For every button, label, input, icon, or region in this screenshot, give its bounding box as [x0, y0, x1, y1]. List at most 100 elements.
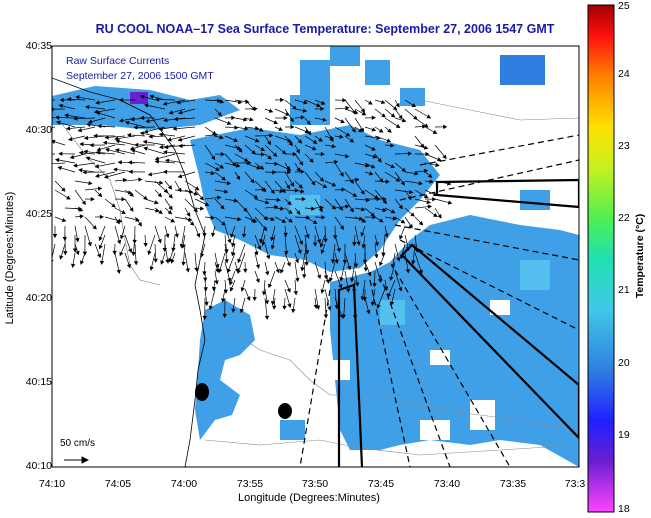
current-vector-head [408, 223, 413, 229]
current-vector-head [302, 274, 307, 279]
current-vector-head [331, 144, 337, 149]
current-vector-head [272, 152, 278, 157]
current-vector-head [211, 286, 217, 292]
current-vector-head [181, 261, 186, 266]
current-vector-head [229, 287, 234, 292]
current-vector-head [341, 187, 346, 192]
current-vector-head [370, 301, 376, 307]
current-vector-head [237, 216, 242, 222]
current-vector-head [194, 267, 199, 272]
current-vector-head [305, 234, 310, 239]
current-vector [414, 252, 423, 274]
current-vector [173, 126, 196, 130]
current-vector-head [256, 165, 261, 170]
current-vector-head [215, 166, 220, 171]
current-vector-head [447, 181, 452, 186]
current-vector-head [316, 239, 322, 244]
current-vector-head [158, 126, 163, 132]
current-vector-head [252, 297, 257, 302]
current-vector-head [177, 110, 183, 115]
current-vector-head [376, 304, 381, 309]
current-vector-head [418, 220, 424, 226]
current-vector-head [283, 115, 288, 121]
current-vector-head [259, 165, 265, 170]
current-vector-head [312, 242, 318, 247]
current-vector [84, 135, 106, 139]
current-vector-head [116, 269, 121, 275]
current-vector-head [320, 106, 325, 111]
current-vector-head [220, 204, 225, 210]
current-vector-head [115, 139, 120, 144]
current-vector-head [160, 260, 165, 265]
current-vector [163, 99, 186, 105]
current-vector-head [226, 120, 232, 126]
current-vector-head [177, 173, 183, 179]
sst-gaps [330, 300, 510, 440]
current-vector [134, 243, 137, 265]
current-vector-head [382, 199, 388, 205]
current-vector-head [95, 111, 101, 116]
current-vector-head [396, 257, 401, 262]
current-vector-head [117, 239, 122, 245]
current-vector-head [193, 191, 199, 196]
current-vector-head [334, 305, 339, 310]
current-vector-head [154, 97, 160, 102]
current-vector-head [259, 238, 264, 244]
current-vector-head [349, 207, 354, 213]
current-vector-head [176, 100, 181, 105]
current-vector-head [170, 218, 176, 223]
current-vector-head [352, 241, 357, 247]
current-vector-head [261, 241, 266, 247]
current-vector-head [105, 147, 110, 153]
current-vector-head [93, 133, 98, 138]
current-vector-head [284, 250, 289, 256]
current-vector-head [272, 305, 277, 310]
current-vector-head [356, 241, 361, 246]
current-vector-head [114, 136, 119, 141]
current-vector-head [202, 232, 207, 238]
current-vector-head [370, 164, 376, 169]
current-vector-head [369, 171, 374, 176]
current-vector-head [381, 252, 386, 257]
current-vector-head [302, 108, 308, 113]
current-vector-head [119, 251, 124, 257]
current-vector-head [126, 263, 131, 269]
current-vector [224, 261, 231, 282]
current-vector-head [143, 146, 148, 151]
current-vector-head [300, 267, 305, 272]
current-vector-head [97, 253, 102, 259]
current-vector-head [188, 217, 193, 222]
current-vector-head [52, 234, 58, 239]
current-vector-head [59, 97, 64, 103]
current-vector [227, 252, 236, 273]
current-vector-head [410, 212, 415, 217]
current-vector-head [223, 189, 229, 194]
current-vector-head [320, 289, 325, 294]
current-vector-head [163, 169, 168, 175]
current-vector-head [390, 264, 396, 269]
current-vector-head [79, 260, 85, 265]
current-vector-head [384, 233, 389, 238]
current-vector-head [312, 219, 318, 224]
current-vector-head [300, 189, 305, 194]
current-vector-head [339, 134, 344, 139]
overlay-line-1: Raw Surface Currents [66, 55, 170, 67]
current-vector-head [252, 218, 258, 223]
current-vector-head [378, 218, 384, 223]
current-vector-head [96, 147, 101, 152]
current-vector-head [118, 118, 124, 123]
current-vector-head [203, 277, 208, 282]
current-vector-head [117, 160, 122, 165]
current-vector-head [290, 182, 295, 187]
current-vector-head [237, 258, 242, 264]
current-vector-head [353, 263, 359, 268]
current-vector-head [371, 127, 377, 132]
scale-label: 50 cm/s [60, 438, 96, 449]
current-vector-head [89, 143, 94, 148]
current-vector-head [131, 251, 136, 257]
map-title: RU COOL NOAA–17 Sea Surface Temperature:… [95, 22, 555, 36]
current-vector-head [295, 277, 300, 283]
current-vector-head [73, 163, 78, 168]
